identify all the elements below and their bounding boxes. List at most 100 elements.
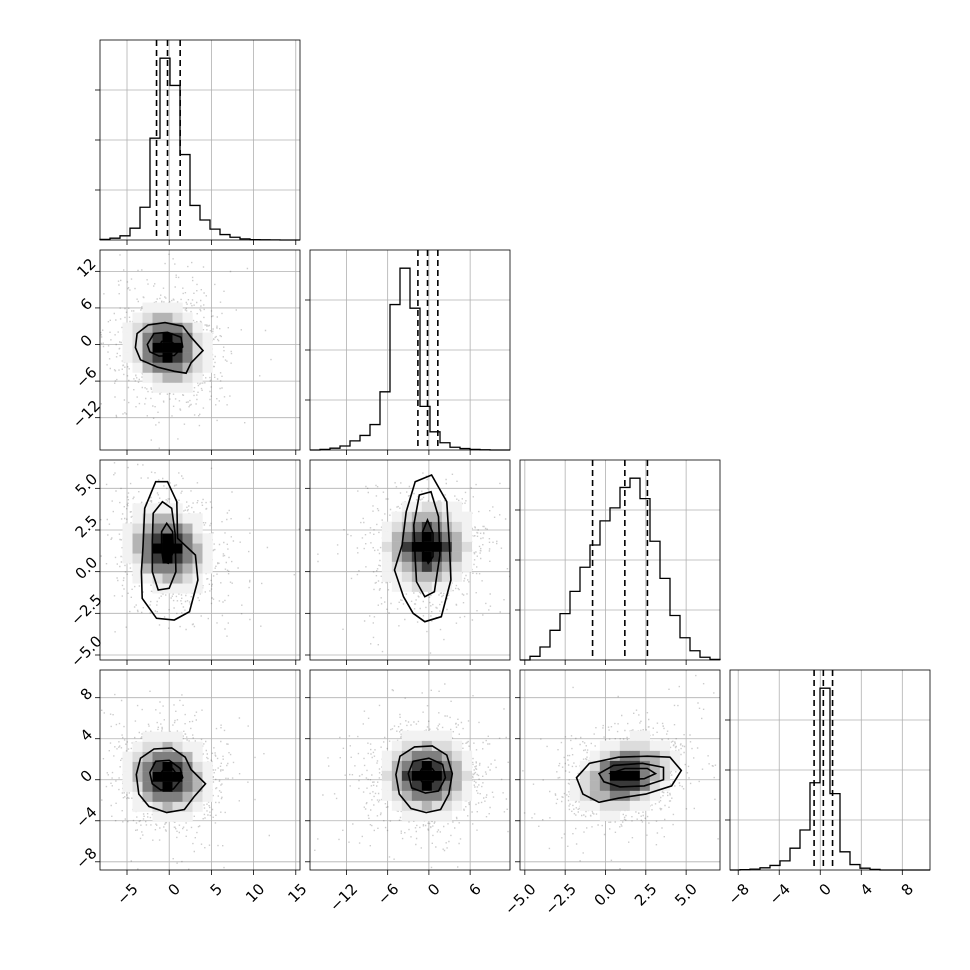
density-cell bbox=[451, 740, 463, 751]
density-cell bbox=[421, 810, 433, 821]
density-cell bbox=[182, 761, 193, 772]
density-cell bbox=[461, 770, 473, 781]
density-cell bbox=[411, 790, 423, 801]
density-cell bbox=[441, 551, 453, 562]
density-cell bbox=[401, 521, 413, 532]
density-cell bbox=[182, 523, 193, 534]
y-tick-label: 8 bbox=[77, 684, 96, 703]
density-cell bbox=[172, 332, 183, 343]
density-cell bbox=[122, 751, 133, 762]
x-tick-label: 15 bbox=[284, 880, 310, 906]
density-cell bbox=[162, 771, 173, 782]
density-cell bbox=[142, 553, 153, 564]
density-cell bbox=[152, 543, 163, 554]
y-tick-label: 2.5 bbox=[72, 512, 102, 542]
density-cell bbox=[172, 342, 183, 353]
density-cell bbox=[441, 581, 453, 592]
density-cell bbox=[421, 551, 433, 562]
density-cell bbox=[202, 342, 213, 353]
density-cell bbox=[649, 790, 661, 801]
density-cell bbox=[172, 771, 183, 782]
density-cell bbox=[182, 352, 193, 363]
density-cell bbox=[162, 563, 173, 574]
density-cell bbox=[461, 790, 473, 801]
density-cell bbox=[411, 780, 423, 791]
density-cell bbox=[391, 541, 403, 552]
density-cell bbox=[421, 760, 433, 771]
histogram-panel-3: −8 −4 0 4 8 bbox=[725, 669, 931, 908]
density-cell bbox=[381, 521, 393, 532]
density-cell bbox=[192, 553, 203, 564]
x-tick-label: 5 bbox=[207, 880, 226, 899]
density-cell bbox=[192, 352, 203, 363]
density-cell bbox=[182, 372, 193, 383]
histogram-panel-2 bbox=[515, 459, 721, 665]
contour-outer bbox=[140, 480, 199, 621]
density-cell bbox=[609, 800, 621, 811]
density-cell bbox=[142, 761, 153, 772]
density-cell bbox=[192, 513, 203, 524]
density-cell bbox=[401, 551, 413, 562]
density-cell bbox=[451, 770, 463, 781]
density-cell bbox=[202, 543, 213, 554]
density-cell bbox=[619, 760, 631, 771]
density-cell bbox=[431, 551, 443, 562]
density-cell bbox=[619, 790, 631, 801]
density-cell bbox=[411, 810, 423, 821]
density-cell bbox=[391, 790, 403, 801]
x-tick-label: −8 bbox=[725, 880, 753, 908]
density-cell bbox=[142, 801, 153, 812]
density-cell bbox=[401, 780, 413, 791]
density-cell bbox=[202, 563, 213, 574]
x-tick-label: 2.5 bbox=[631, 880, 661, 910]
contour-inner bbox=[146, 331, 184, 357]
density-cell bbox=[202, 352, 213, 363]
density-cell bbox=[461, 780, 473, 791]
contour-outer bbox=[134, 321, 205, 375]
density-cell bbox=[421, 521, 433, 532]
density-cell bbox=[411, 770, 423, 781]
density-cell bbox=[162, 312, 173, 323]
density-cell bbox=[569, 790, 581, 801]
density-cell bbox=[152, 553, 163, 564]
density-cell bbox=[431, 730, 443, 741]
density-cell bbox=[162, 332, 173, 343]
density-cell bbox=[381, 561, 393, 572]
density-cell bbox=[609, 790, 621, 801]
density-cell bbox=[132, 573, 143, 584]
density-cell bbox=[132, 801, 143, 812]
density-cell bbox=[132, 322, 143, 333]
density-cell bbox=[609, 810, 621, 821]
contour-core bbox=[608, 767, 658, 781]
histogram-panel-0 bbox=[95, 39, 301, 245]
density-cell bbox=[431, 760, 443, 771]
density-cell bbox=[142, 332, 153, 343]
density-cell bbox=[441, 780, 453, 791]
histogram-line bbox=[520, 477, 721, 661]
x-tick-label: 10 bbox=[242, 880, 268, 906]
density-cell bbox=[152, 801, 163, 812]
density-cell bbox=[132, 513, 143, 524]
density-cell bbox=[152, 352, 163, 363]
density-cell bbox=[182, 573, 193, 584]
contour-inner bbox=[407, 757, 447, 794]
density-cell bbox=[142, 513, 153, 524]
density-cell bbox=[132, 553, 143, 564]
density-cell bbox=[172, 811, 183, 822]
density-cell bbox=[142, 503, 153, 514]
density-cell bbox=[142, 533, 153, 544]
density-cell bbox=[411, 541, 423, 552]
density-cell bbox=[441, 730, 453, 741]
density-cell bbox=[589, 760, 601, 771]
density-cell bbox=[579, 770, 591, 781]
density-cell bbox=[431, 541, 443, 552]
x-tick-label: 6 bbox=[465, 880, 484, 899]
density-cell bbox=[569, 780, 581, 791]
density-cell bbox=[579, 760, 591, 771]
panel-frame bbox=[309, 459, 511, 661]
density-cell bbox=[142, 352, 153, 363]
density-cell bbox=[451, 511, 463, 522]
y-tick-label: 12 bbox=[73, 255, 99, 281]
density-cell bbox=[381, 770, 393, 781]
